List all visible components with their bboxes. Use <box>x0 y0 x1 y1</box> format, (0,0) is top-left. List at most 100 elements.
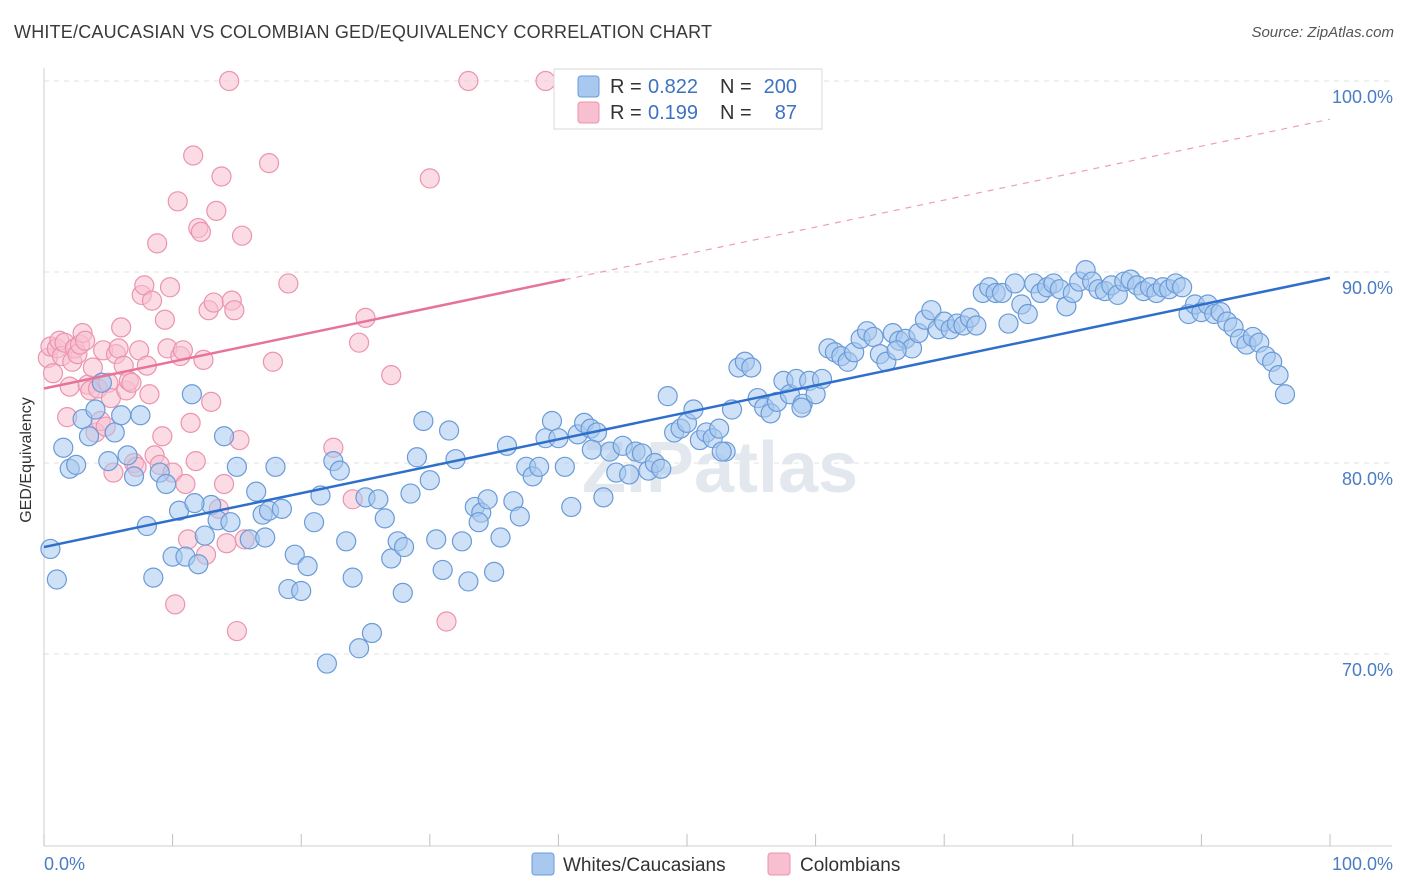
grid-lines <box>44 80 1392 655</box>
colombians-point <box>219 70 240 92</box>
colombians-point <box>419 168 440 189</box>
whites-point <box>561 496 582 518</box>
colombians-point <box>262 351 284 372</box>
colombians-point <box>152 426 173 447</box>
whites-point <box>1268 365 1289 386</box>
colombians-point <box>139 384 160 405</box>
whites-point <box>40 538 61 560</box>
whites-point <box>1274 384 1296 405</box>
legend-r-label-whites: R = <box>610 76 642 98</box>
whites-point <box>791 397 812 418</box>
whites-point <box>458 571 479 592</box>
colombians-point <box>111 317 132 338</box>
whites-point <box>863 326 884 348</box>
whites-point <box>619 464 640 485</box>
colombians-trend-line <box>43 278 566 390</box>
whites-point <box>271 498 293 519</box>
whites-point <box>213 426 235 447</box>
colombians-point <box>213 473 235 495</box>
whites-point <box>966 315 987 336</box>
chart-title: WHITE/CAUCASIAN VS COLOMBIAN GED/EQUIVAL… <box>14 22 713 42</box>
series-legend-label-colombians: Colombians <box>800 855 900 876</box>
whites-point <box>342 567 363 588</box>
colombians-point <box>180 412 201 433</box>
colombians-point <box>185 450 206 472</box>
x-tick-labels: 0.0% 100.0% <box>44 854 1393 874</box>
whites-point <box>709 418 730 439</box>
whites-point <box>361 622 383 644</box>
whites-point <box>123 466 145 487</box>
whites-point <box>184 493 205 514</box>
colombians-point <box>535 70 556 92</box>
legend-swatch-colombians <box>577 101 600 124</box>
colombians-point <box>381 365 402 386</box>
legend-n-value-colombians: 87 <box>775 102 797 124</box>
whites-point <box>297 556 318 577</box>
whites-point <box>921 300 942 321</box>
whites-point <box>400 483 421 504</box>
colombians-point <box>183 145 204 166</box>
whites-point <box>554 456 575 477</box>
whites-point <box>484 561 505 582</box>
whites-point <box>1004 273 1026 294</box>
colombians-point <box>154 309 175 330</box>
colombians-point <box>258 153 280 174</box>
whites-trend-line <box>43 276 1331 549</box>
whites-point <box>490 527 511 548</box>
whites-point <box>593 487 614 508</box>
colombians-point <box>141 290 163 311</box>
whites-point <box>451 531 473 552</box>
colombians-points <box>37 70 556 642</box>
whites-point <box>581 439 602 460</box>
y-tick-label: 100.0% <box>1332 87 1393 107</box>
colombians-point <box>121 372 142 393</box>
colombians-point <box>348 332 370 353</box>
whites-point <box>78 426 100 447</box>
whites-point <box>66 454 87 476</box>
legend-r-label-colombians: R = <box>610 102 642 124</box>
whites-point <box>392 582 413 603</box>
colombians-point <box>82 357 103 378</box>
colombians-point <box>224 300 245 321</box>
whites-point <box>426 529 447 550</box>
whites-point <box>85 399 106 420</box>
colombians-point <box>175 473 196 495</box>
colombians-point <box>226 620 247 642</box>
whites-point <box>53 437 74 458</box>
whites-point <box>130 405 151 426</box>
colombians-point <box>216 533 237 554</box>
whites-point <box>998 313 1019 334</box>
colombians-point <box>278 273 299 294</box>
whites-point <box>468 512 489 533</box>
whites-point <box>143 567 164 588</box>
series-legend-swatch-colombians <box>767 852 791 876</box>
y-tick-label: 70.0% <box>1342 660 1393 680</box>
whites-point <box>291 580 312 602</box>
whites-point <box>220 512 241 533</box>
whites-point <box>117 445 138 466</box>
colombians-point <box>355 307 376 328</box>
whites-point <box>368 489 389 510</box>
colombians-point <box>42 363 64 384</box>
colombians-point <box>203 292 224 313</box>
whites-point <box>336 531 357 552</box>
legend-r-value-whites: 0.822 <box>648 76 698 98</box>
legend-swatch-whites <box>577 75 600 98</box>
axes <box>43 68 1392 847</box>
whites-point <box>886 340 907 361</box>
colombians-point <box>75 330 96 351</box>
whites-point <box>393 536 415 558</box>
whites-point <box>255 527 276 548</box>
whites-point <box>438 420 460 441</box>
colombians-point <box>201 391 222 412</box>
whites-point <box>529 456 550 477</box>
colombians-point <box>159 277 181 298</box>
colombians-point <box>59 376 80 397</box>
whites-point <box>477 489 498 510</box>
colombians-point <box>167 191 188 212</box>
whites-point <box>111 405 132 426</box>
whites-point <box>226 456 247 477</box>
whites-point <box>46 569 67 590</box>
whites-point <box>284 544 305 565</box>
whites-point <box>541 410 563 432</box>
